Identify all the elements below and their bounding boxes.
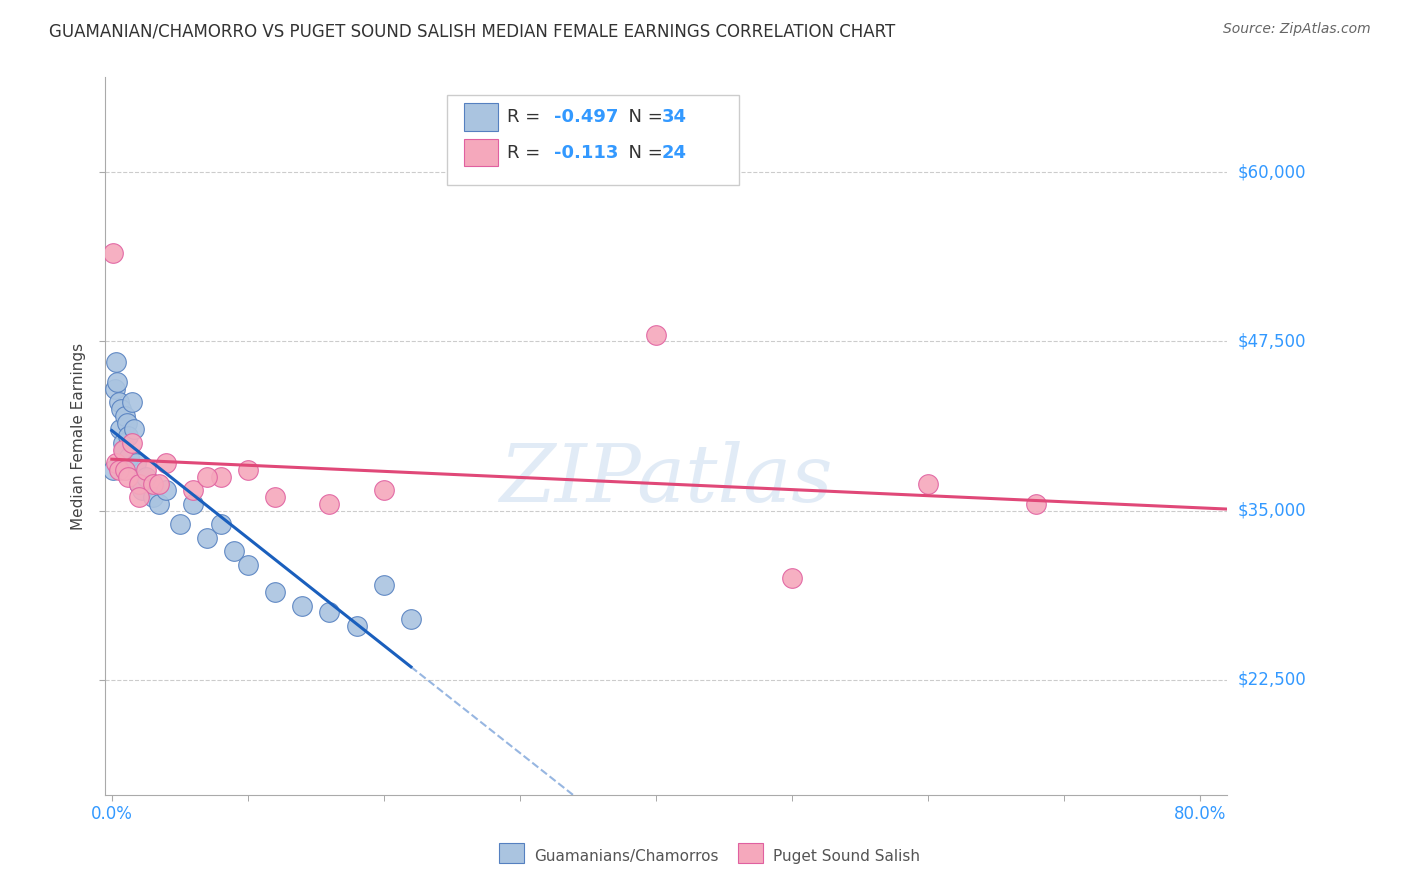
FancyBboxPatch shape	[464, 139, 498, 167]
Point	[115, 416, 138, 430]
Point	[103, 382, 125, 396]
Point	[121, 395, 143, 409]
Point	[183, 483, 205, 498]
Point	[264, 585, 287, 599]
Point	[195, 470, 218, 484]
Text: N =: N =	[616, 108, 668, 126]
Point	[373, 578, 395, 592]
Point	[236, 463, 259, 477]
Point	[125, 456, 148, 470]
Point	[318, 605, 340, 619]
Point	[101, 246, 124, 260]
Text: Guamanians/Chamorros: Guamanians/Chamorros	[534, 849, 718, 863]
Point	[117, 470, 139, 484]
Point	[111, 442, 134, 457]
Point	[399, 612, 422, 626]
Point	[111, 436, 134, 450]
Point	[104, 456, 127, 470]
Point	[135, 463, 157, 477]
Point	[373, 483, 395, 498]
Text: $60,000: $60,000	[1237, 163, 1306, 181]
Text: R =: R =	[506, 108, 546, 126]
Text: -0.113: -0.113	[554, 144, 619, 161]
Point	[318, 497, 340, 511]
Text: Puget Sound Salish: Puget Sound Salish	[773, 849, 921, 863]
Point	[346, 619, 368, 633]
Point	[644, 327, 666, 342]
Point	[148, 476, 170, 491]
Point	[148, 497, 170, 511]
Point	[128, 490, 150, 504]
Point	[114, 463, 136, 477]
Text: N =: N =	[616, 144, 668, 161]
Text: -0.497: -0.497	[554, 108, 619, 126]
Text: ZIPatlas: ZIPatlas	[499, 441, 832, 518]
Text: $22,500: $22,500	[1237, 671, 1306, 689]
Point	[131, 483, 153, 498]
Y-axis label: Median Female Earnings: Median Female Earnings	[72, 343, 86, 530]
Point	[209, 517, 232, 532]
Point	[122, 422, 145, 436]
Point	[107, 395, 129, 409]
Point	[107, 463, 129, 477]
Point	[264, 490, 287, 504]
Point	[780, 571, 803, 585]
Point	[155, 456, 177, 470]
Point	[142, 476, 165, 491]
FancyBboxPatch shape	[464, 103, 498, 130]
Text: $35,000: $35,000	[1237, 501, 1306, 520]
Point	[108, 422, 131, 436]
Point	[105, 375, 128, 389]
Point	[169, 517, 191, 532]
Point	[114, 409, 136, 423]
Point	[224, 544, 246, 558]
Point	[110, 402, 132, 417]
Point	[142, 490, 165, 504]
Point	[1025, 497, 1047, 511]
Text: R =: R =	[506, 144, 546, 161]
Point	[155, 483, 177, 498]
Point	[118, 450, 141, 464]
Point	[236, 558, 259, 572]
Point	[195, 531, 218, 545]
Point	[209, 470, 232, 484]
Point	[917, 476, 939, 491]
Point	[112, 442, 135, 457]
Point	[117, 429, 139, 443]
Point	[121, 436, 143, 450]
Text: 34: 34	[661, 108, 686, 126]
Text: $47,500: $47,500	[1237, 333, 1306, 351]
Point	[101, 463, 124, 477]
Point	[128, 476, 150, 491]
Point	[104, 355, 127, 369]
Point	[291, 599, 314, 613]
Text: Source: ZipAtlas.com: Source: ZipAtlas.com	[1223, 22, 1371, 37]
Point	[183, 497, 205, 511]
Point	[135, 470, 157, 484]
FancyBboxPatch shape	[447, 95, 738, 185]
Point	[128, 476, 150, 491]
Text: 24: 24	[661, 144, 686, 161]
Text: GUAMANIAN/CHAMORRO VS PUGET SOUND SALISH MEDIAN FEMALE EARNINGS CORRELATION CHAR: GUAMANIAN/CHAMORRO VS PUGET SOUND SALISH…	[49, 22, 896, 40]
